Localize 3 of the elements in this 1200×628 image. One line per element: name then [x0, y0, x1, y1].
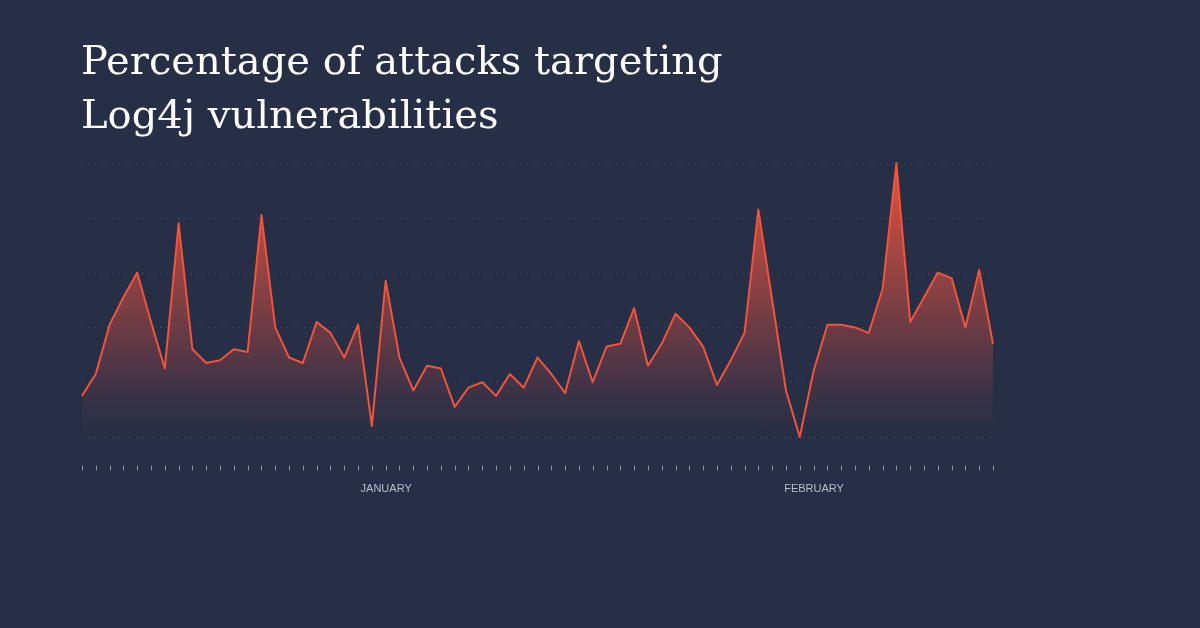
x-tick-label: FEBRUARY	[784, 481, 845, 494]
chart-title: Percentage of attacks targeting Log4j vulnerabilities	[81, 37, 723, 137]
x-tick-label: JANUARY	[360, 481, 413, 494]
